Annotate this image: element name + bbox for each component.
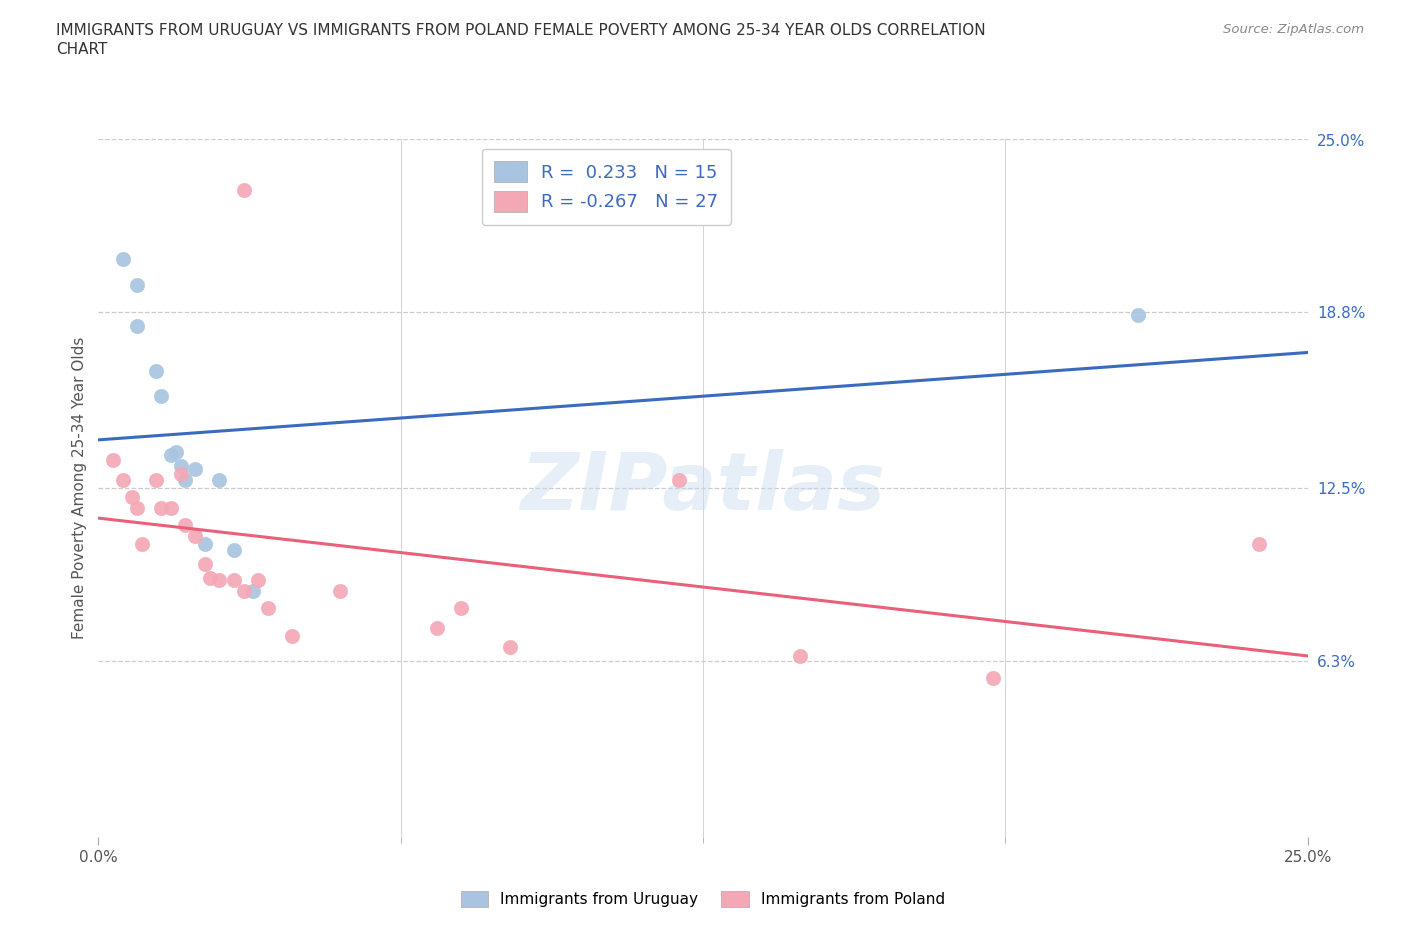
Point xyxy=(1249,537,1271,551)
Point xyxy=(242,584,264,599)
Point xyxy=(127,319,149,334)
Point xyxy=(232,182,254,197)
Text: Source: ZipAtlas.com: Source: ZipAtlas.com xyxy=(1223,23,1364,36)
Point xyxy=(198,570,221,585)
Point xyxy=(789,648,811,663)
Point xyxy=(184,528,207,543)
Point xyxy=(256,601,278,616)
Point xyxy=(127,500,149,515)
Legend: R =  0.233   N = 15, R = -0.267   N = 27: R = 0.233 N = 15, R = -0.267 N = 27 xyxy=(482,149,731,224)
Point xyxy=(194,556,217,571)
Point xyxy=(127,277,149,292)
Point xyxy=(160,447,183,462)
Point xyxy=(169,467,191,482)
Point xyxy=(111,252,134,267)
Point xyxy=(174,517,197,532)
Point xyxy=(184,461,207,476)
Legend: Immigrants from Uruguay, Immigrants from Poland: Immigrants from Uruguay, Immigrants from… xyxy=(454,884,952,913)
Point xyxy=(150,500,173,515)
Point xyxy=(281,629,304,644)
Point xyxy=(450,601,472,616)
Text: CHART: CHART xyxy=(56,42,108,57)
Point xyxy=(208,472,231,487)
Point xyxy=(668,472,690,487)
Point xyxy=(111,472,134,487)
Point xyxy=(232,584,254,599)
Point xyxy=(131,537,153,551)
Point xyxy=(194,537,217,551)
Point xyxy=(208,573,231,588)
Point xyxy=(222,573,245,588)
Point xyxy=(145,364,167,379)
Point xyxy=(165,445,187,459)
Point xyxy=(145,472,167,487)
Point xyxy=(247,573,270,588)
Point xyxy=(101,453,124,468)
Point xyxy=(222,542,245,557)
Point xyxy=(150,389,173,404)
Point xyxy=(498,640,520,655)
Text: IMMIGRANTS FROM URUGUAY VS IMMIGRANTS FROM POLAND FEMALE POVERTY AMONG 25-34 YEA: IMMIGRANTS FROM URUGUAY VS IMMIGRANTS FR… xyxy=(56,23,986,38)
Point xyxy=(160,500,183,515)
Text: ZIPatlas: ZIPatlas xyxy=(520,449,886,527)
Point xyxy=(174,472,197,487)
Point xyxy=(121,489,143,504)
Y-axis label: Female Poverty Among 25-34 Year Olds: Female Poverty Among 25-34 Year Olds xyxy=(72,337,87,640)
Point xyxy=(426,620,449,635)
Point xyxy=(169,458,191,473)
Point xyxy=(329,584,352,599)
Point xyxy=(981,671,1004,685)
Point xyxy=(1128,308,1150,323)
